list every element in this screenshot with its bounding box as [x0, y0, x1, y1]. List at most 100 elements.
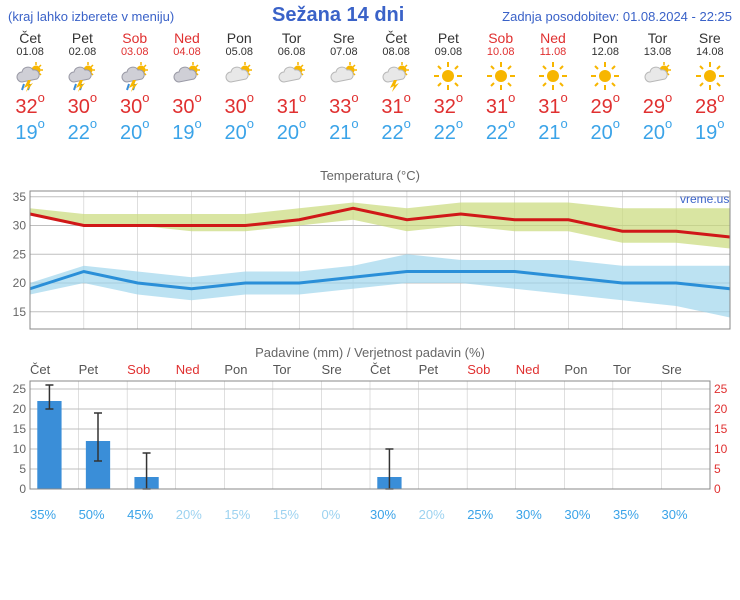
temp-low: 22o — [422, 120, 474, 146]
temp-low: 20o — [109, 120, 161, 146]
temp-low: 21o — [318, 120, 370, 146]
svg-text:10: 10 — [714, 442, 728, 456]
lo-band — [30, 255, 730, 318]
day-column[interactable]: Tor 06.08 31o 20o — [265, 29, 317, 148]
precip-percent: 35% — [30, 507, 79, 522]
day-column[interactable]: Sob 03.08 30o 20o — [109, 29, 161, 148]
day-name: Tor — [631, 31, 683, 46]
precip-percent: 30% — [370, 507, 419, 522]
precip-day-label: Sob — [467, 362, 516, 377]
day-column[interactable]: Sre 07.08 33o 21o — [318, 29, 370, 148]
precip-bar — [37, 401, 61, 489]
precip-day-label: Tor — [273, 362, 322, 377]
precip-day-labels: ČetPetSobNedPonTorSreČetPetSobNedPonTorS… — [0, 362, 740, 377]
weather-icon — [109, 58, 161, 94]
weather-icon — [579, 58, 631, 94]
precip-day-label: Pon — [564, 362, 613, 377]
daily-forecast-strip: Čet 01.08 32o 19o Pet 02.08 30o 22o Sob … — [0, 29, 740, 148]
day-name: Sob — [109, 31, 161, 46]
day-column[interactable]: Ned 04.08 30o 19o — [161, 29, 213, 148]
temp-low: 19o — [4, 120, 56, 146]
weather-icon — [422, 58, 474, 94]
precip-day-label: Tor — [613, 362, 662, 377]
day-column[interactable]: Čet 08.08 31o 22o — [370, 29, 422, 148]
day-name: Sob — [475, 31, 527, 46]
day-column[interactable]: Pet 09.08 32o 22o — [422, 29, 474, 148]
temp-high: 31o — [265, 94, 317, 120]
weather-icon — [684, 58, 736, 94]
temp-high: 28o — [684, 94, 736, 120]
precip-day-label: Čet — [30, 362, 79, 377]
day-date: 13.08 — [631, 46, 683, 58]
svg-text:15: 15 — [13, 305, 27, 319]
day-column[interactable]: Pon 05.08 30o 20o — [213, 29, 265, 148]
day-column[interactable]: Pet 02.08 30o 22o — [56, 29, 108, 148]
precip-percent: 50% — [79, 507, 128, 522]
weather-icon — [318, 58, 370, 94]
day-date: 07.08 — [318, 46, 370, 58]
temp-low: 22o — [56, 120, 108, 146]
svg-text:20: 20 — [714, 402, 728, 416]
temp-high: 30o — [56, 94, 108, 120]
day-column[interactable]: Pon 12.08 29o 20o — [579, 29, 631, 148]
precip-percent: 15% — [273, 507, 322, 522]
precip-day-label: Pet — [419, 362, 468, 377]
temp-low: 20o — [213, 120, 265, 146]
day-name: Tor — [265, 31, 317, 46]
temp-high: 33o — [318, 94, 370, 120]
header: (kraj lahko izberete v meniju) Sežana 14… — [0, 0, 740, 29]
day-date: 04.08 — [161, 46, 213, 58]
temp-low: 20o — [579, 120, 631, 146]
precip-percent: 25% — [467, 507, 516, 522]
day-date: 11.08 — [527, 46, 579, 58]
precip-percent: 30% — [662, 507, 711, 522]
day-date: 02.08 — [56, 46, 108, 58]
precip-chart-title: Padavine (mm) / Verjetnost padavin (%) — [0, 345, 740, 360]
day-name: Pet — [422, 31, 474, 46]
temp-high: 32o — [422, 94, 474, 120]
temp-low: 20o — [631, 120, 683, 146]
svg-text:25: 25 — [13, 248, 27, 262]
precip-percent: 15% — [224, 507, 273, 522]
day-date: 01.08 — [4, 46, 56, 58]
temp-low: 19o — [684, 120, 736, 146]
precip-day-label: Ned — [176, 362, 225, 377]
day-date: 06.08 — [265, 46, 317, 58]
temp-low: 22o — [475, 120, 527, 146]
temp-high: 30o — [109, 94, 161, 120]
day-name: Pon — [579, 31, 631, 46]
precip-percent: 20% — [176, 507, 225, 522]
day-name: Sre — [318, 31, 370, 46]
temperature-chart: 1520253035vreme.us — [0, 185, 740, 335]
menu-hint[interactable]: (kraj lahko izberete v meniju) — [8, 9, 174, 24]
day-column[interactable]: Sob 10.08 31o 22o — [475, 29, 527, 148]
day-column[interactable]: Čet 01.08 32o 19o — [4, 29, 56, 148]
precip-chart-block: Padavine (mm) / Verjetnost padavin (%) Č… — [0, 345, 740, 522]
day-column[interactable]: Sre 14.08 28o 19o — [684, 29, 736, 148]
svg-text:0: 0 — [19, 482, 26, 496]
watermark: vreme.us — [680, 192, 729, 206]
precip-percent: 30% — [516, 507, 565, 522]
svg-text:20: 20 — [13, 402, 27, 416]
day-name: Čet — [370, 31, 422, 46]
precip-day-label: Sob — [127, 362, 176, 377]
svg-text:20: 20 — [13, 276, 27, 290]
day-date: 14.08 — [684, 46, 736, 58]
temp-low: 21o — [527, 120, 579, 146]
weather-icon — [265, 58, 317, 94]
temp-high: 30o — [213, 94, 265, 120]
temperature-chart-block: Temperatura (°C) 1520253035vreme.us — [0, 168, 740, 335]
temp-low: 20o — [265, 120, 317, 146]
day-column[interactable]: Ned 11.08 31o 21o — [527, 29, 579, 148]
page-title: Sežana 14 dni — [272, 4, 404, 27]
weather-icon — [213, 58, 265, 94]
precip-day-label: Sre — [321, 362, 370, 377]
weather-icon — [56, 58, 108, 94]
day-name: Pet — [56, 31, 108, 46]
weather-icon — [161, 58, 213, 94]
day-date: 09.08 — [422, 46, 474, 58]
day-name: Ned — [527, 31, 579, 46]
weather-icon — [4, 58, 56, 94]
day-column[interactable]: Tor 13.08 29o 20o — [631, 29, 683, 148]
day-date: 03.08 — [109, 46, 161, 58]
